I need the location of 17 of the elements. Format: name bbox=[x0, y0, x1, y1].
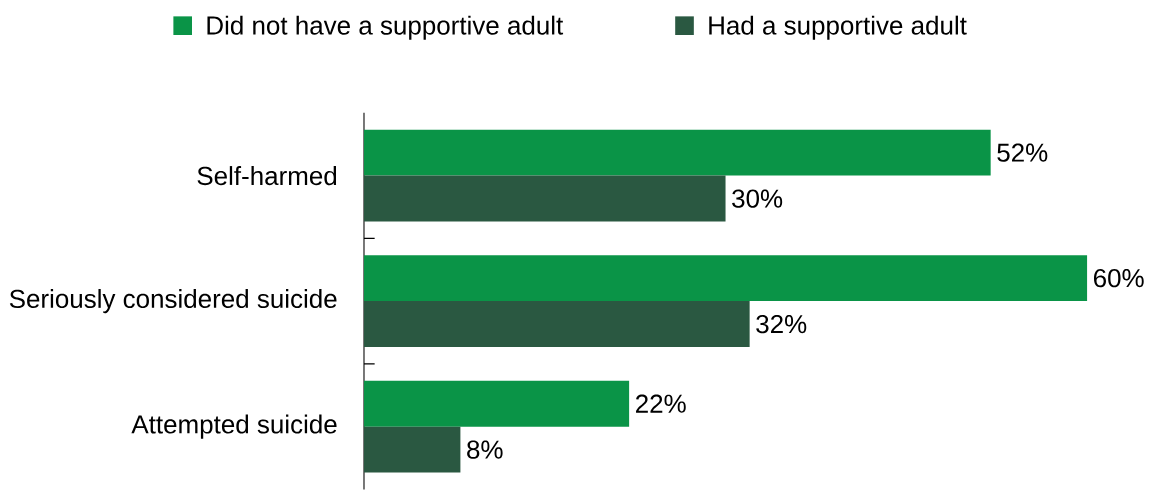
legend-label: Had a supportive adult bbox=[709, 15, 967, 40]
data-label: 8% bbox=[467, 440, 503, 459]
data-label: 60% bbox=[1093, 268, 1144, 288]
bar bbox=[363, 426, 461, 473]
y-tick-label: Attempted suicide bbox=[131, 414, 337, 439]
bar bbox=[363, 175, 726, 222]
data-label: 32% bbox=[756, 314, 807, 334]
bar bbox=[363, 255, 1088, 301]
y-tick-label: Seriously considered suicide bbox=[9, 288, 337, 314]
bar bbox=[363, 129, 991, 176]
bar bbox=[363, 380, 630, 427]
legend-label: Did not have a supportive adult bbox=[207, 15, 564, 40]
data-label: 22% bbox=[636, 394, 686, 413]
data-label: 52% bbox=[997, 143, 1048, 162]
data-label: 30% bbox=[732, 189, 783, 208]
bar bbox=[363, 300, 750, 347]
y-tick-label: Self-harmed bbox=[197, 165, 337, 185]
